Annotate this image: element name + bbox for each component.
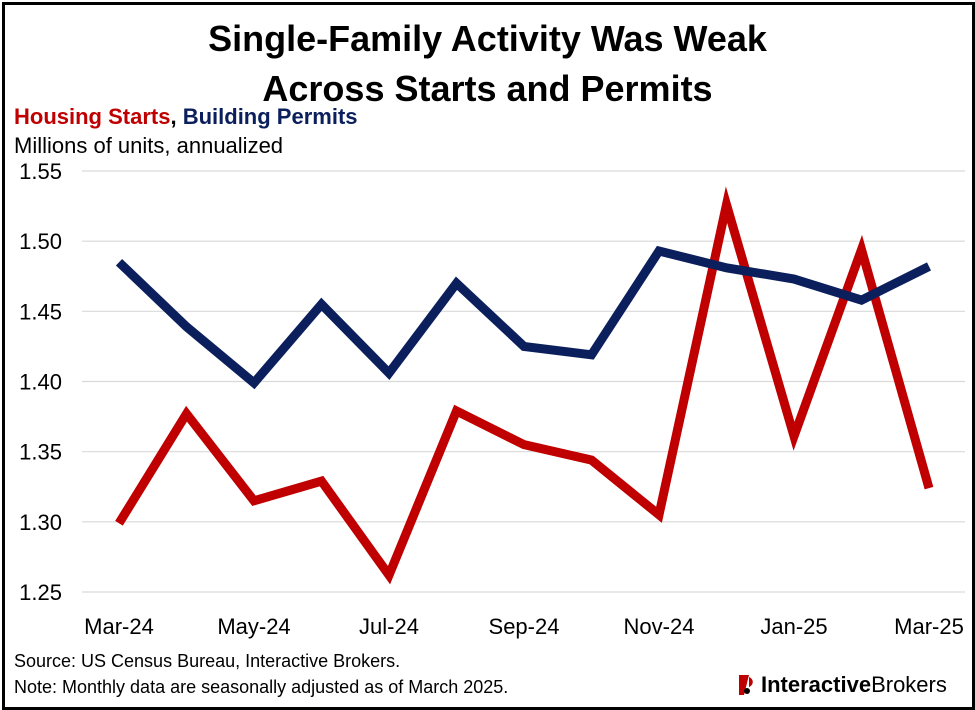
brand-name-part-1: Interactive [761, 672, 872, 697]
x-tick-label: Jul-24 [359, 614, 419, 639]
legend-separator: , [170, 104, 183, 129]
brand-logo: Interactive Brokers [735, 672, 947, 698]
y-tick-label: 1.35 [19, 440, 62, 465]
legend-housing-starts: Housing Starts [14, 104, 171, 129]
chart-title: Single-Family Activity Was Weak Across S… [0, 14, 975, 114]
series-line-housing-starts [115, 186, 934, 585]
x-tick-label: May-24 [217, 614, 290, 639]
y-tick-label: 1.45 [19, 299, 62, 324]
interactive-brokers-logo-icon [739, 675, 753, 695]
series-line-building-permits [115, 245, 932, 390]
x-tick-label: Mar-25 [894, 614, 964, 639]
title-line-1: Single-Family Activity Was Weak [208, 18, 767, 59]
brand-name-part-2: Brokers [871, 672, 947, 697]
y-tick-label: 1.25 [19, 580, 62, 605]
title-line-2: Across Starts and Permits [262, 68, 713, 109]
x-tick-label: Jan-25 [760, 614, 827, 639]
y-tick-label: 1.40 [19, 370, 62, 395]
x-tick-label: Mar-24 [84, 614, 154, 639]
footnote: Note: Monthly data are seasonally adjust… [14, 677, 509, 697]
y-tick-label: 1.30 [19, 510, 62, 535]
y-tick-label: 1.50 [19, 229, 62, 254]
y-tick-label: 1.55 [19, 159, 62, 184]
source-note: Source: US Census Bureau, Interactive Br… [14, 651, 401, 671]
x-tick-label: Sep-24 [489, 614, 560, 639]
x-tick-label: Nov-24 [624, 614, 695, 639]
legend: Housing Starts, Building Permits [14, 103, 358, 131]
legend-building-permits: Building Permits [182, 104, 358, 129]
y-axis-label: Millions of units, annualized [14, 133, 284, 158]
